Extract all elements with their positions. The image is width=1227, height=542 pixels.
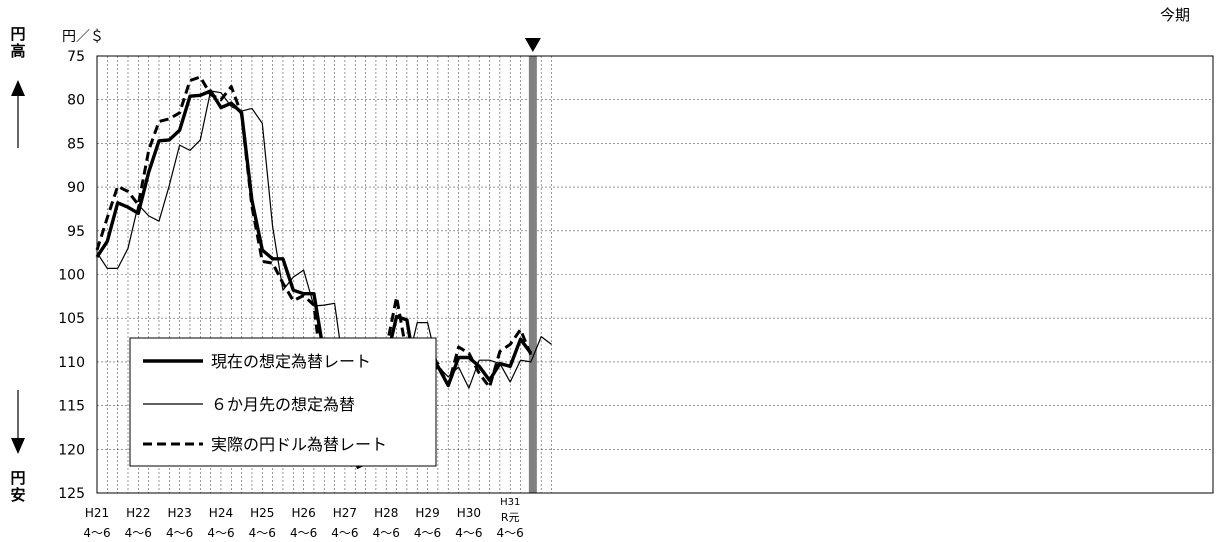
x-tick-months: 4～6	[166, 526, 193, 540]
y-tick-label: 125	[58, 486, 85, 502]
current-period-bar	[528, 56, 537, 493]
series-line-3	[95, 75, 533, 470]
y-tick-label: 115	[58, 399, 85, 415]
x-tick-months: 4～6	[207, 526, 234, 540]
x-tick-era: H30	[457, 506, 481, 520]
x-tick-months: 4～6	[497, 526, 524, 540]
en-low-label: 円 安	[10, 469, 26, 504]
x-tick-months: 4～6	[455, 526, 482, 540]
series-line-1	[95, 89, 533, 466]
x-tick-era: H23	[167, 506, 191, 520]
x-tick-era: H26	[291, 506, 315, 520]
down-arrow-head	[11, 438, 25, 454]
series-lines	[95, 75, 552, 470]
x-tick-months: 4～6	[125, 526, 152, 540]
x-tick-era: H25	[250, 506, 274, 520]
y-tick-label: 75	[67, 49, 85, 65]
x-tick-era: H22	[126, 506, 150, 520]
x-tick-months: 4～6	[83, 526, 110, 540]
y-axis-ticks: 75 80 85 90 95 100 105 110 115 120 125	[58, 49, 85, 502]
current-period-label: 今期	[1160, 6, 1191, 24]
y-tick-label: 80	[67, 93, 85, 109]
current-period-arrow	[524, 38, 541, 52]
legend-label-2: ６か月先の想定為替	[211, 395, 355, 414]
direction-arrows	[11, 80, 25, 454]
x-tick-era: H28	[374, 506, 398, 520]
y-tick-label: 100	[58, 268, 85, 284]
x-tick-era: H27	[333, 506, 357, 520]
x-tick-era: H29	[415, 506, 439, 520]
y-tick-label: 85	[67, 136, 85, 152]
y-tick-label: 120	[58, 442, 85, 458]
x-tick-months: 4～6	[373, 526, 400, 540]
legend-label-3: 実際の円ドル為替レート	[211, 435, 387, 454]
x-tick-months: 4～6	[290, 526, 317, 540]
x-tick-label: H31 R元 4～6	[497, 497, 524, 540]
x-tick-months: 4～6	[249, 526, 276, 540]
x-tick-era: H24	[209, 506, 233, 520]
plot-frame	[96, 55, 1214, 494]
y-tick-label: 110	[58, 355, 85, 371]
y-tick-label: 90	[67, 180, 85, 196]
x-tick-months: 4～6	[414, 526, 441, 540]
legend-label-1: 現在の想定為替レート	[211, 352, 371, 371]
y-tick-label: 95	[67, 224, 85, 240]
x-axis-ticks: H214～6H224～6H234～6H244～6H254～6H264～6H274…	[83, 497, 523, 540]
x-tick-era: H21	[85, 506, 109, 520]
en-high-label: 円 高	[10, 25, 26, 60]
x-tick-months: 4～6	[331, 526, 358, 540]
x-tick-era: H31	[500, 497, 520, 508]
up-arrow-head	[11, 80, 25, 96]
y-axis-unit: 円／＄	[62, 29, 104, 45]
y-tick-label: 105	[58, 311, 85, 327]
x-tick-era-2: R元	[501, 511, 520, 524]
